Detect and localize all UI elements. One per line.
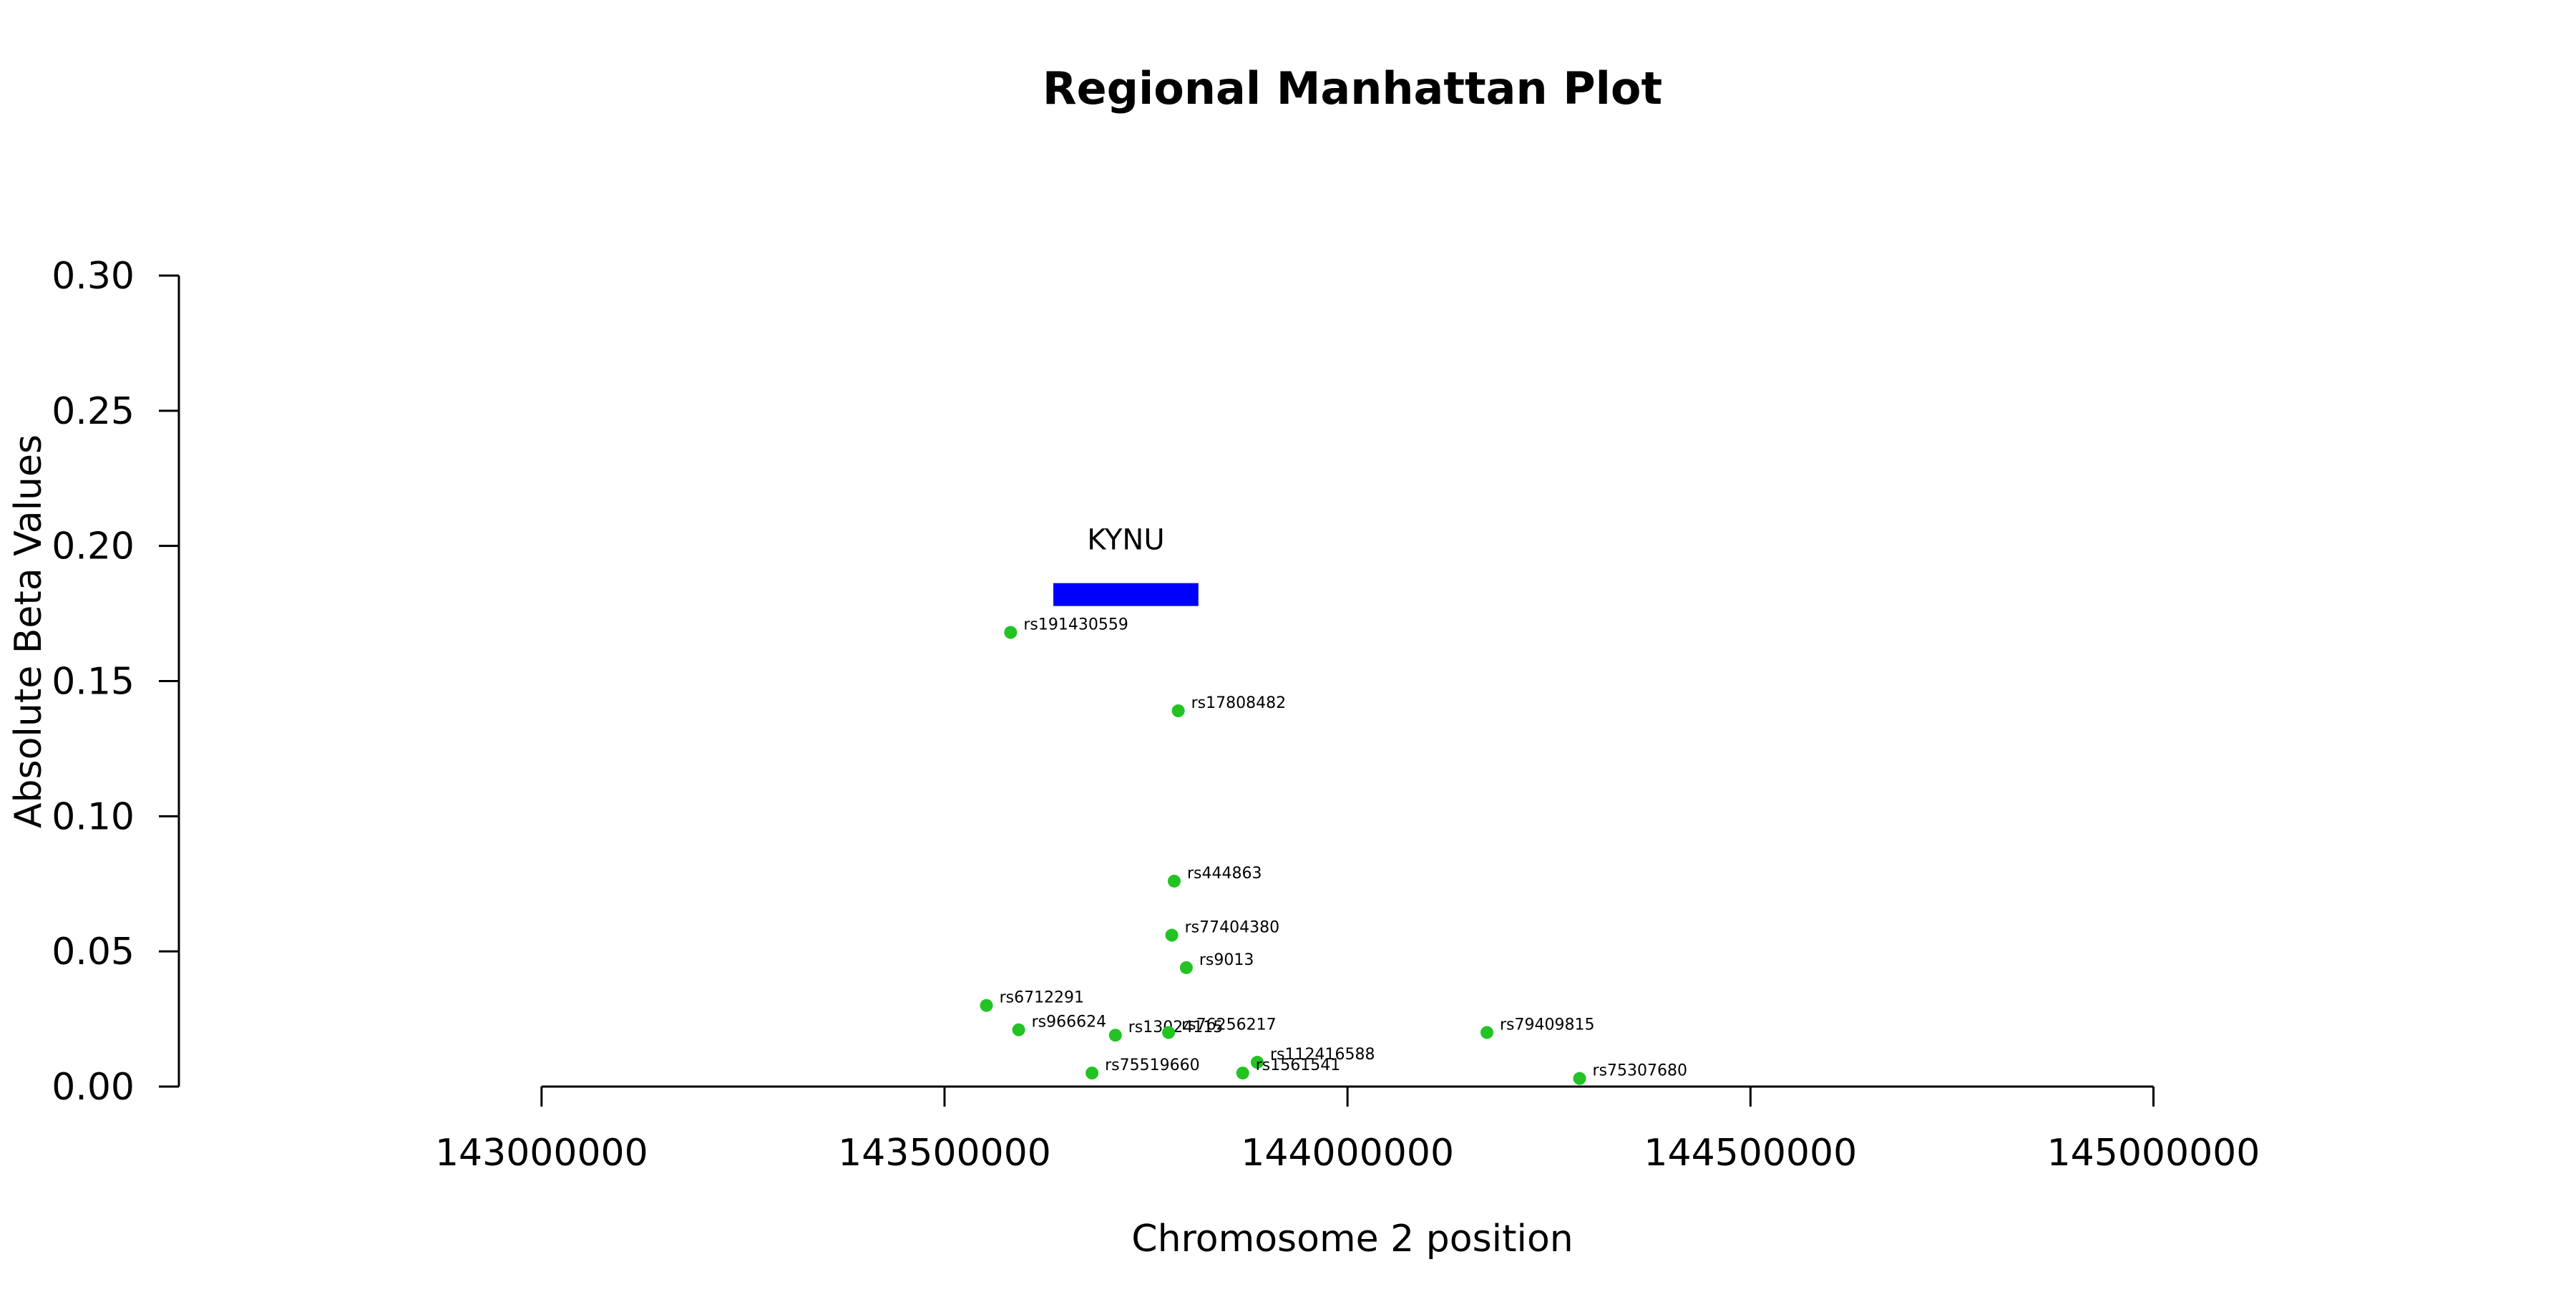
y-tick-label: 0.05 — [52, 931, 135, 973]
snp-label: rs6712291 — [1000, 989, 1085, 1007]
snp-label: rs444863 — [1187, 865, 1262, 883]
snp-label: rs17808482 — [1191, 694, 1286, 712]
snp-label: rs77404380 — [1185, 919, 1279, 937]
snp-label: rs1561541 — [1256, 1057, 1341, 1074]
snp-point — [1251, 1056, 1264, 1069]
x-tick-label: 144000000 — [1241, 1132, 1454, 1175]
x-tick-label: 143500000 — [838, 1132, 1051, 1175]
snp-point — [1179, 961, 1193, 974]
snp-label: rs191430559 — [1023, 616, 1128, 634]
gene-bar — [1053, 583, 1199, 606]
y-tick-label: 0.25 — [52, 390, 135, 433]
gene-label: KYNU — [1087, 524, 1164, 557]
y-tick-label: 0.10 — [52, 795, 135, 838]
gene-track: KYNU — [1053, 524, 1199, 606]
data-points: rs191430559 rs17808482 rs444863 rs77404380 r… — [980, 616, 1687, 1085]
snp-label: rs75307680 — [1593, 1062, 1687, 1080]
snp-point — [1168, 874, 1181, 888]
snp-label: rs13024115 — [1128, 1019, 1223, 1036]
axes: 0.00 0.05 0.10 0.15 0.20 0.25 0.30 143000000 143… — [52, 255, 2260, 1175]
y-tick-label: 0.20 — [52, 525, 135, 568]
y-tick-label: 0.30 — [52, 255, 135, 298]
y-tick-label: 0.15 — [52, 661, 135, 704]
snp-label: rs75519660 — [1105, 1057, 1199, 1074]
x-tick-label: 145000000 — [2047, 1132, 2260, 1175]
snp-label: rs76256217 — [1181, 1016, 1276, 1034]
snp-point — [1480, 1026, 1494, 1039]
snp-point — [1171, 704, 1185, 718]
snp-label: rs79409815 — [1500, 1016, 1594, 1034]
snp-point — [1236, 1067, 1249, 1080]
x-tick-label: 143000000 — [435, 1132, 648, 1175]
snp-label: rs966624 — [1032, 1014, 1107, 1031]
y-tick-label: 0.00 — [52, 1066, 135, 1109]
chart-title: Regional Manhattan Plot — [1043, 62, 1662, 115]
snp-point — [1162, 1026, 1176, 1039]
x-tick-label: 144500000 — [1644, 1132, 1857, 1175]
y-axis-label: Absolute Beta Values — [7, 434, 50, 828]
snp-point — [1085, 1067, 1099, 1080]
snp-point — [1573, 1072, 1586, 1085]
snp-point — [1108, 1029, 1122, 1042]
snp-point — [1012, 1023, 1025, 1036]
snp-point — [1004, 626, 1018, 639]
snp-label: rs112416588 — [1270, 1046, 1375, 1064]
snp-label: rs9013 — [1199, 951, 1254, 969]
x-axis-label: Chromosome 2 position — [1131, 1218, 1573, 1261]
snp-point — [980, 999, 993, 1012]
snp-point — [1165, 928, 1179, 942]
